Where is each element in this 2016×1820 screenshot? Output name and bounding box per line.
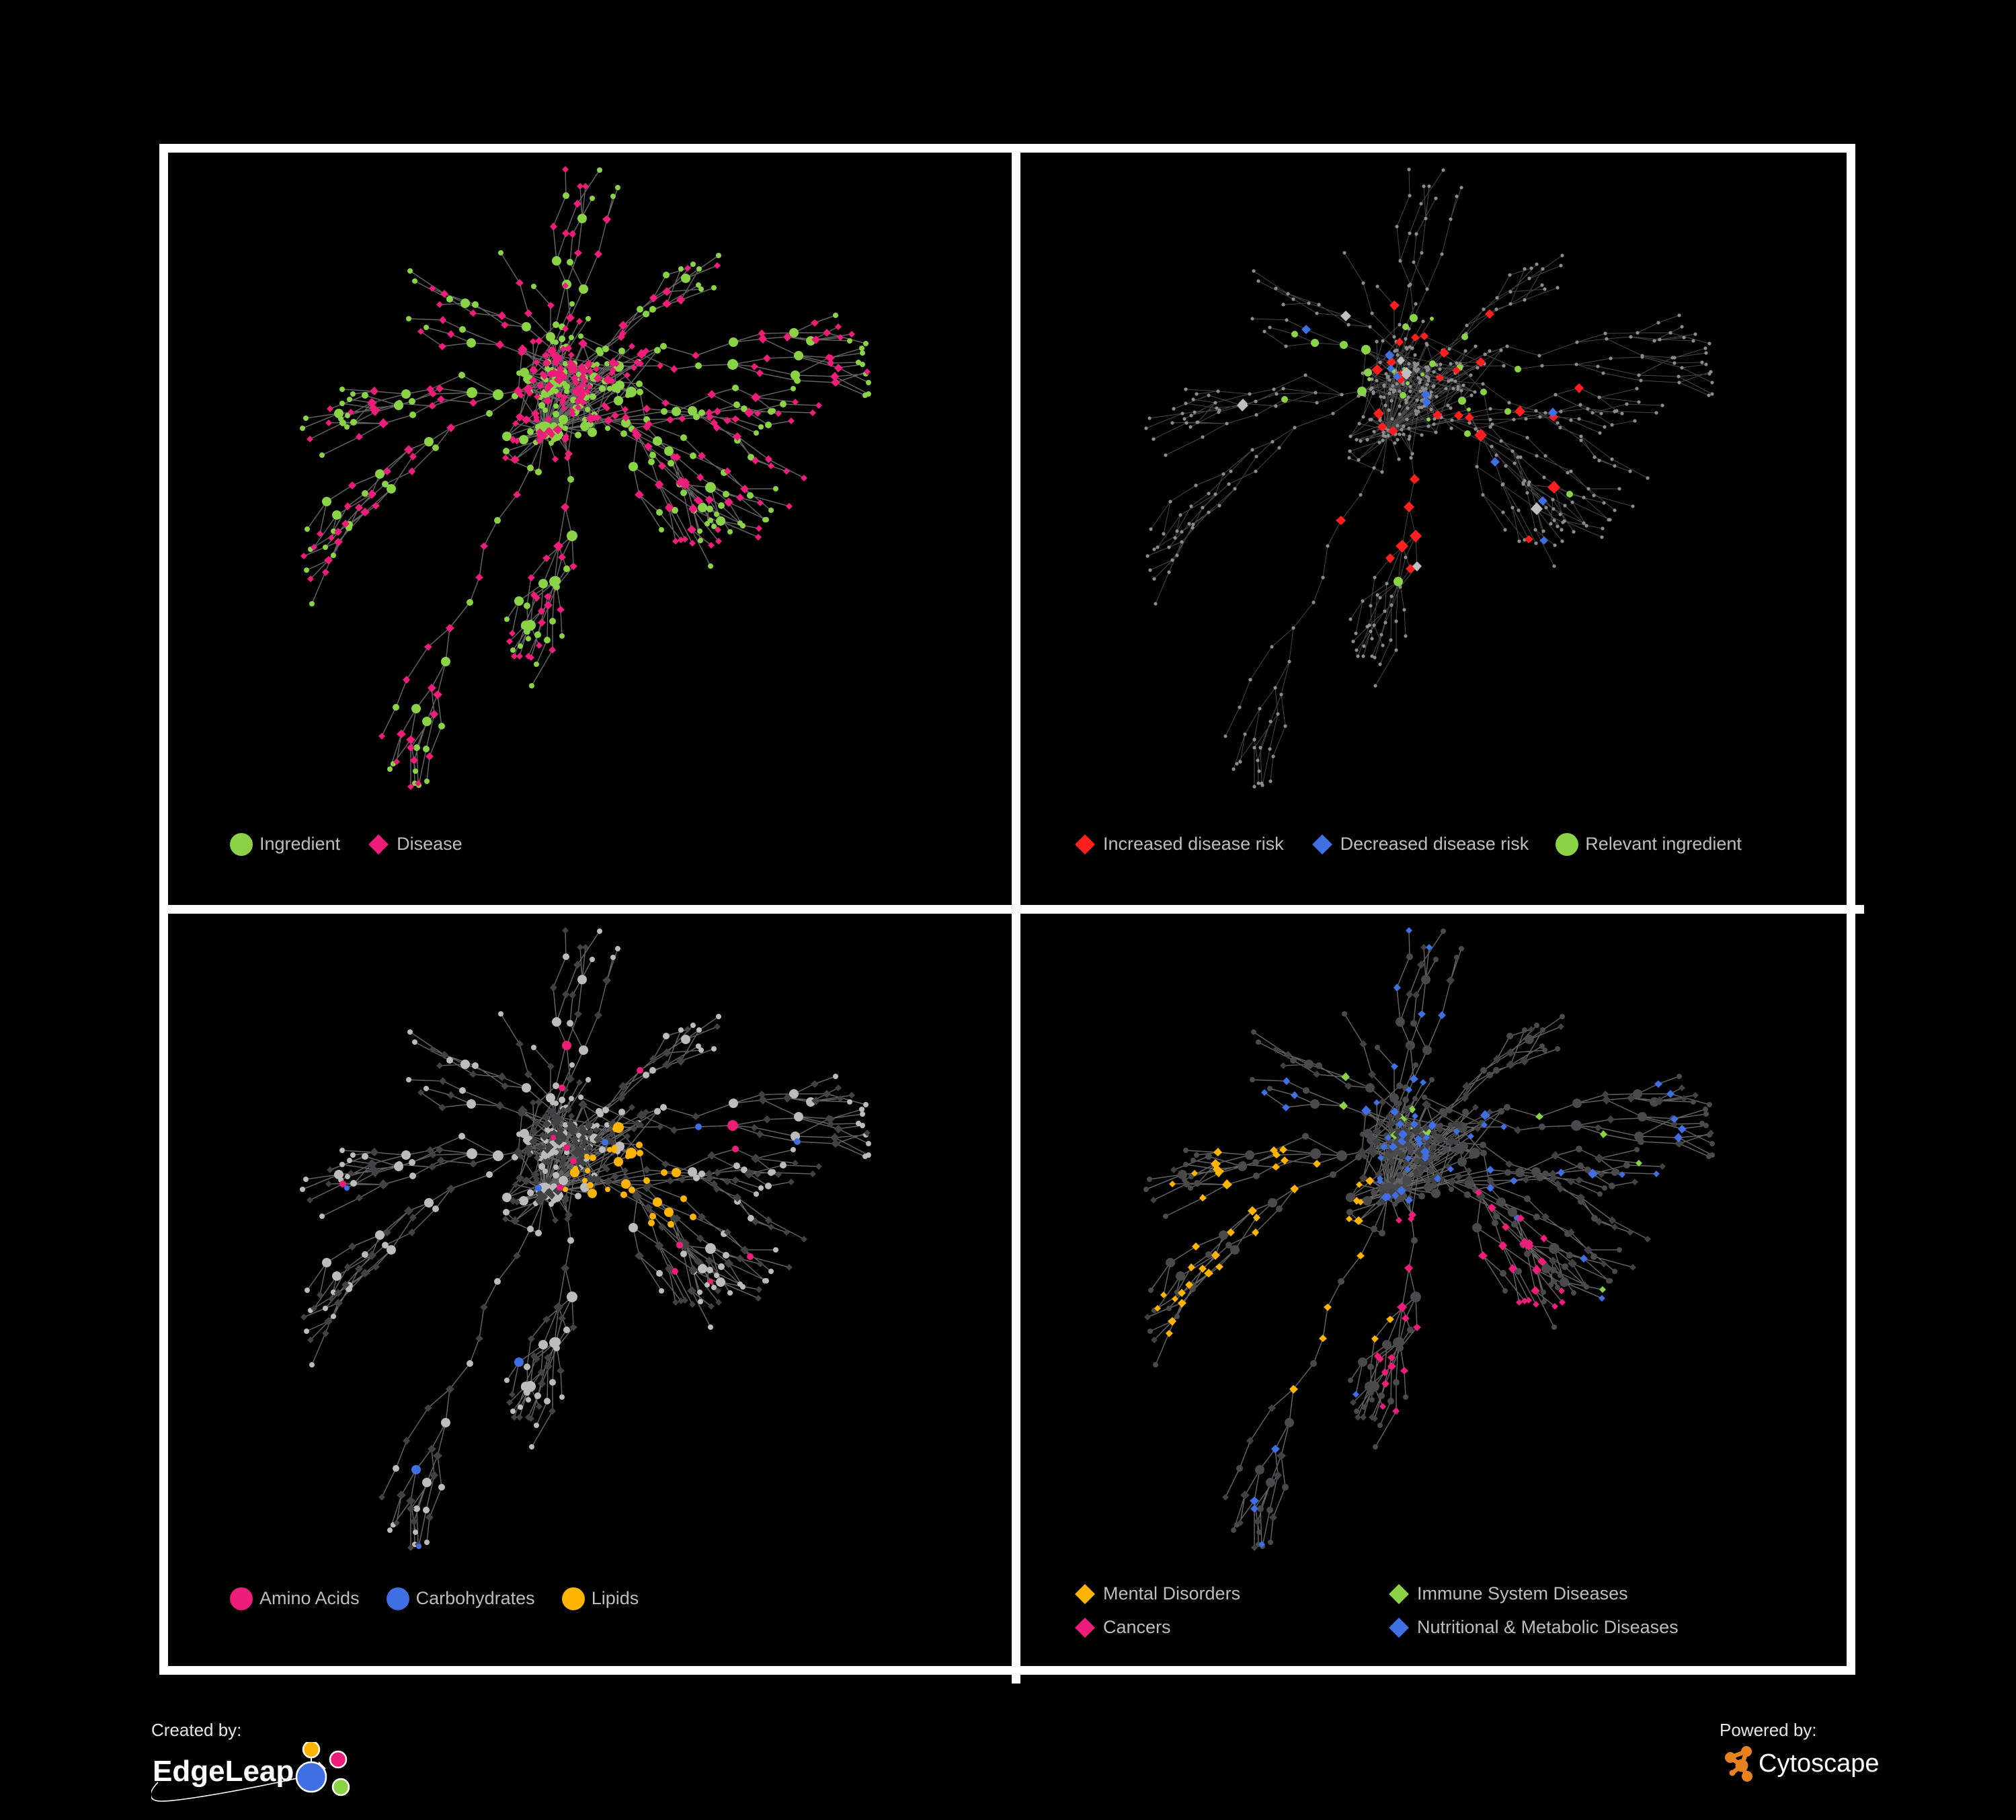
svg-text:Cytoscape: Cytoscape [1759, 1749, 1880, 1778]
svg-text:EdgeLeap: EdgeLeap [153, 1755, 294, 1788]
